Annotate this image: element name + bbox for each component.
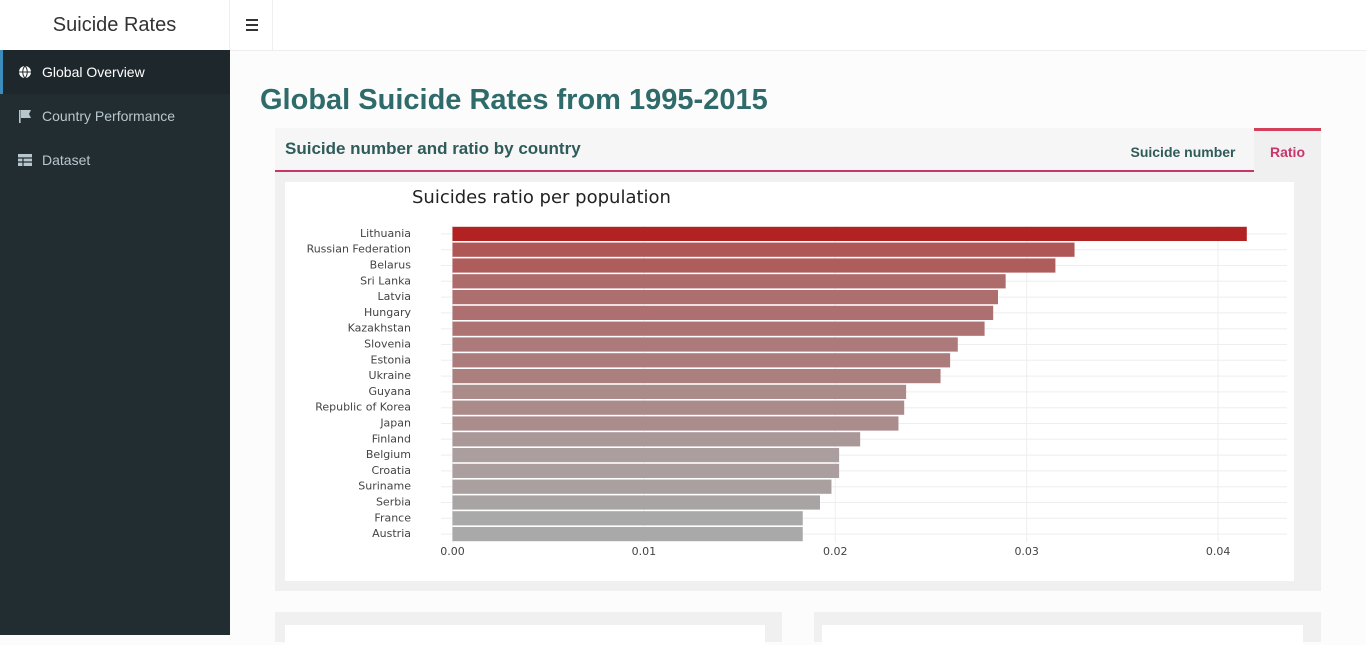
page-title: Global Suicide Rates from 1995-2015 — [260, 84, 768, 116]
y-tick-label: Belgium — [366, 448, 411, 461]
menu-icon — [246, 19, 258, 31]
y-tick-label: Slovenia — [364, 338, 411, 351]
box-header — [275, 128, 1254, 172]
y-tick-label: France — [374, 511, 411, 524]
tab[interactable]: Suicide number — [1130, 144, 1236, 160]
bar — [452, 511, 803, 526]
bar — [452, 495, 820, 510]
lower-card — [285, 625, 765, 645]
y-tick-label: Russian Federation — [307, 243, 411, 256]
menu-toggle[interactable] — [230, 0, 273, 50]
chart-card: Suicides ratio per population 0.00 0.01 0.… — [285, 182, 1294, 581]
y-tick-label: Latvia — [378, 290, 412, 303]
x-tick-label: 0.03 — [1014, 545, 1039, 558]
menu-label: Global Overview — [42, 64, 145, 80]
x-tick-label: 0.04 — [1206, 545, 1231, 558]
table-icon — [18, 154, 32, 166]
bar — [452, 447, 840, 463]
y-tick-label: Finland — [372, 432, 411, 445]
y-tick-label: Lithuania — [360, 227, 411, 240]
y-tick-label: Guyana — [369, 385, 411, 398]
bar — [452, 289, 998, 305]
sidebar — [0, 50, 230, 635]
menu-label: Country Performance — [42, 108, 176, 124]
bar — [452, 258, 1056, 273]
lower-card — [822, 625, 1303, 645]
bar — [452, 226, 1247, 242]
bar — [452, 432, 861, 447]
y-tick-label: Estonia — [371, 353, 412, 366]
menu-label: Dataset — [42, 152, 91, 168]
bar — [452, 321, 985, 336]
bar — [452, 353, 951, 368]
bar — [452, 384, 907, 400]
tab[interactable]: Ratio — [1254, 128, 1321, 172]
bar — [452, 400, 905, 415]
chart: Suicides ratio per population 0.00 0.01 0.… — [307, 187, 1287, 558]
y-tick-label: Croatia — [371, 464, 411, 477]
bar — [452, 463, 840, 479]
flag-icon — [19, 110, 31, 123]
y-tick-label: Serbia — [376, 496, 411, 509]
y-tick-label: Japan — [379, 417, 411, 430]
bar — [452, 479, 832, 494]
bar — [452, 368, 941, 384]
menu-item[interactable]: Dataset — [3, 138, 230, 182]
y-tick-label: Belarus — [370, 259, 412, 272]
y-tick-label: Ukraine — [369, 369, 412, 382]
chart-title: Suicides ratio per population — [412, 187, 671, 208]
y-tick-label: Sri Lanka — [360, 274, 411, 287]
menu-item[interactable]: Country Performance — [3, 94, 230, 138]
y-tick-label: Kazakhstan — [348, 322, 411, 335]
brand[interactable]: Suicide Rates — [0, 0, 230, 50]
box-title: Suicide number and ratio by country — [285, 139, 581, 158]
bar — [452, 416, 899, 431]
bar — [452, 242, 1075, 257]
x-tick-label: 0.01 — [632, 545, 657, 558]
x-tick-label: 0.00 — [440, 545, 465, 558]
bar — [452, 305, 994, 321]
bar — [452, 337, 958, 352]
bar — [452, 526, 803, 542]
x-tick-label: 0.02 — [823, 545, 848, 558]
menu-item[interactable]: Global Overview — [0, 50, 230, 94]
top-bar — [0, 0, 1366, 51]
y-tick-label: Austria — [372, 527, 411, 540]
y-tick-label: Suriname — [358, 480, 411, 493]
globe-icon — [19, 65, 31, 79]
y-tick-label: Hungary — [364, 306, 411, 319]
y-tick-label: Republic of Korea — [315, 401, 411, 414]
bar — [452, 274, 1006, 289]
